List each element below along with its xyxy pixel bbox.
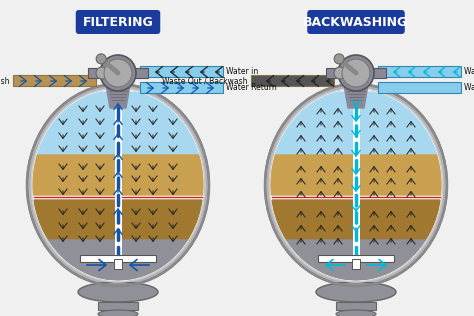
Bar	[80, 255, 156, 262]
FancyBboxPatch shape	[307, 10, 405, 34]
Bar	[114, 259, 122, 269]
Bar	[251, 75, 334, 86]
Bar	[13, 75, 96, 86]
Text: FILTERING: FILTERING	[82, 15, 154, 28]
Bar	[336, 302, 376, 310]
Bar	[140, 82, 223, 93]
Ellipse shape	[316, 282, 396, 302]
Ellipse shape	[78, 282, 158, 302]
Bar	[326, 68, 340, 78]
Circle shape	[342, 59, 370, 87]
Text: Water Return: Water Return	[464, 83, 474, 93]
Circle shape	[334, 54, 344, 64]
Text: Water in: Water in	[226, 68, 258, 76]
Polygon shape	[49, 240, 187, 280]
Bar	[134, 68, 148, 78]
Bar	[372, 68, 386, 78]
Text: BACKWASHING: BACKWASHING	[303, 15, 409, 28]
Ellipse shape	[98, 310, 138, 316]
Polygon shape	[34, 200, 202, 240]
Ellipse shape	[31, 88, 205, 282]
Polygon shape	[271, 155, 441, 195]
Polygon shape	[37, 92, 199, 155]
Circle shape	[334, 67, 346, 79]
Bar	[352, 259, 360, 269]
Polygon shape	[272, 200, 440, 240]
Ellipse shape	[336, 310, 376, 316]
Circle shape	[96, 54, 106, 64]
Bar	[318, 255, 394, 262]
Circle shape	[104, 59, 132, 87]
Circle shape	[338, 55, 374, 91]
Text: Waste Out / Backwash: Waste Out / Backwash	[163, 76, 248, 86]
Bar	[378, 82, 461, 93]
Text: Waste Out / Backwash: Waste Out / Backwash	[0, 76, 10, 86]
Bar	[140, 66, 223, 77]
Ellipse shape	[269, 88, 443, 282]
Ellipse shape	[27, 84, 209, 286]
Bar	[98, 302, 138, 310]
Polygon shape	[287, 240, 425, 280]
FancyBboxPatch shape	[76, 10, 160, 34]
Ellipse shape	[265, 84, 447, 286]
Bar	[88, 68, 102, 78]
Circle shape	[100, 55, 136, 91]
Polygon shape	[344, 85, 368, 108]
Text: Water in: Water in	[464, 68, 474, 76]
Bar	[378, 66, 461, 77]
Polygon shape	[33, 155, 203, 195]
Polygon shape	[275, 92, 437, 155]
Text: Water Return: Water Return	[226, 83, 277, 93]
Polygon shape	[106, 85, 130, 108]
Circle shape	[96, 67, 108, 79]
